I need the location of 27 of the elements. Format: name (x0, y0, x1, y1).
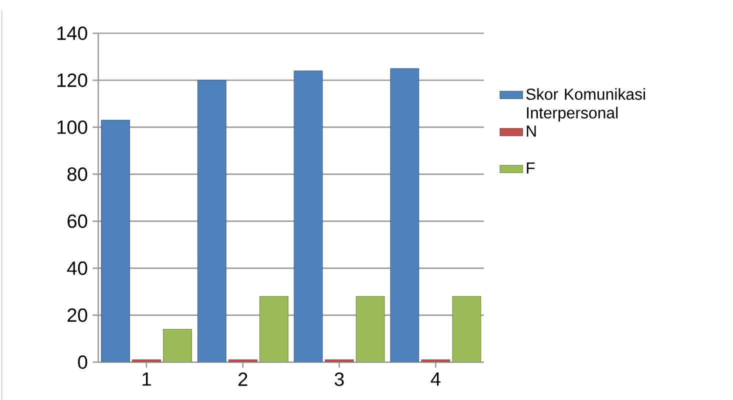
y-tick-label: 20 (68, 308, 88, 322)
bar (452, 296, 482, 362)
x-tick-label: 1 (142, 372, 151, 386)
y-tick-label: 120 (57, 73, 88, 87)
bar (324, 359, 354, 362)
bar (163, 328, 192, 362)
legend-label: N (526, 126, 536, 136)
bar (294, 70, 323, 362)
bar (197, 80, 226, 362)
x-tick-label: 3 (334, 372, 344, 386)
legend-label: Skor Komunikasi Interpersonal (526, 88, 645, 122)
bar (356, 296, 385, 362)
bar (228, 359, 258, 362)
y-tick-label: 0 (78, 355, 88, 369)
bar (101, 120, 130, 362)
y-tick-label: 60 (68, 214, 88, 228)
bar (421, 359, 450, 362)
y-tick-label: 100 (57, 120, 88, 134)
x-tick-label: 4 (430, 372, 440, 386)
y-tick-label: 80 (67, 167, 88, 181)
legend-label: F (526, 162, 535, 174)
bar (390, 68, 420, 362)
bar (259, 296, 288, 362)
bar (132, 359, 161, 362)
y-tick-label: 140 (57, 26, 88, 40)
y-tick-label: 40 (67, 261, 88, 275)
x-tick-label: 2 (238, 372, 248, 386)
